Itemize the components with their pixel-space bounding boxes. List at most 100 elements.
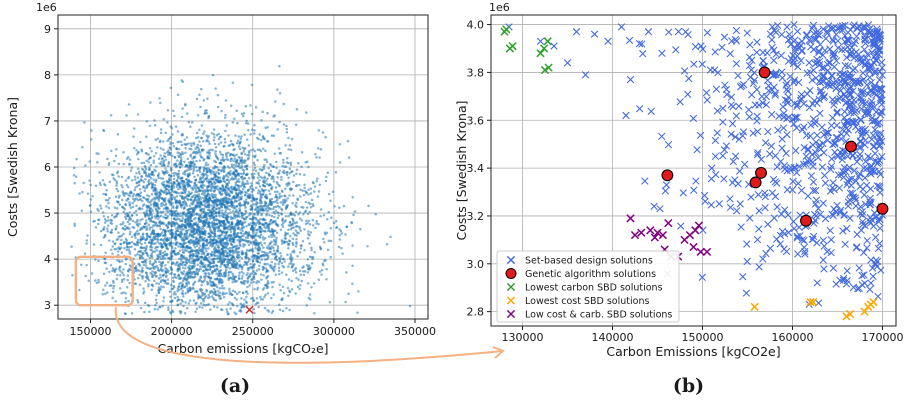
data-point bbox=[265, 277, 268, 280]
data-point bbox=[243, 161, 246, 165]
data-point bbox=[103, 233, 107, 237]
data-point bbox=[311, 224, 315, 227]
data-point bbox=[108, 239, 111, 242]
data-point bbox=[195, 307, 199, 311]
data-point bbox=[228, 287, 231, 290]
data-point bbox=[202, 168, 206, 171]
data-point bbox=[305, 191, 308, 194]
data-point bbox=[294, 229, 298, 232]
data-point bbox=[233, 225, 237, 229]
data-point bbox=[205, 138, 209, 142]
data-point bbox=[213, 223, 216, 227]
data-point bbox=[226, 178, 229, 181]
data-point bbox=[106, 227, 109, 230]
data-point bbox=[199, 249, 202, 253]
data-point bbox=[124, 296, 128, 300]
data-point bbox=[268, 183, 271, 187]
data-point bbox=[244, 206, 247, 209]
data-point bbox=[264, 188, 267, 192]
data-point bbox=[154, 303, 157, 307]
data-point bbox=[245, 167, 248, 170]
data-point bbox=[166, 252, 169, 256]
data-point bbox=[176, 233, 179, 237]
data-point bbox=[139, 235, 143, 239]
data-point bbox=[176, 299, 179, 303]
data-point bbox=[158, 224, 162, 228]
data-point bbox=[148, 166, 151, 170]
data-point bbox=[107, 162, 111, 165]
data-point bbox=[221, 250, 225, 253]
data-point bbox=[252, 199, 255, 202]
data-point bbox=[274, 196, 277, 199]
data-point bbox=[120, 184, 123, 187]
data-point bbox=[141, 252, 145, 255]
data-point bbox=[229, 230, 233, 234]
data-point bbox=[307, 268, 311, 271]
data-point bbox=[247, 176, 251, 180]
data-point bbox=[101, 293, 104, 296]
data-point bbox=[209, 234, 212, 237]
data-point bbox=[178, 185, 182, 188]
data-point bbox=[242, 171, 246, 175]
data-point bbox=[285, 130, 289, 134]
data-point bbox=[240, 191, 244, 194]
data-point bbox=[244, 198, 248, 201]
data-point bbox=[309, 205, 313, 209]
data-point bbox=[136, 242, 140, 245]
data-point bbox=[172, 177, 176, 181]
data-point bbox=[148, 262, 152, 265]
data-point bbox=[285, 161, 289, 164]
data-point bbox=[176, 304, 179, 307]
data-point bbox=[191, 265, 194, 268]
data-point bbox=[284, 165, 288, 169]
data-point bbox=[110, 149, 113, 153]
data-point bbox=[298, 217, 302, 220]
data-point bbox=[313, 250, 316, 254]
data-point bbox=[280, 271, 284, 274]
data-point bbox=[186, 258, 189, 262]
data-point bbox=[306, 212, 310, 216]
data-point bbox=[152, 203, 156, 206]
data-point bbox=[187, 220, 190, 223]
data-point bbox=[187, 211, 190, 214]
data-point bbox=[257, 234, 260, 238]
data-point bbox=[154, 151, 158, 155]
data-point bbox=[81, 190, 84, 194]
data-point bbox=[277, 171, 281, 175]
data-point bbox=[229, 257, 233, 261]
data-point bbox=[257, 246, 261, 249]
data-point bbox=[148, 214, 151, 217]
data-point bbox=[208, 211, 212, 214]
data-point bbox=[159, 162, 163, 166]
data-point bbox=[329, 199, 332, 202]
data-point bbox=[224, 210, 227, 214]
data-point bbox=[163, 152, 167, 155]
data-point bbox=[347, 292, 350, 295]
data-point bbox=[272, 269, 276, 273]
data-point bbox=[166, 171, 169, 174]
data-point bbox=[125, 239, 129, 242]
data-point bbox=[225, 182, 229, 186]
data-point bbox=[125, 183, 129, 187]
data-point bbox=[133, 247, 137, 251]
data-point bbox=[288, 239, 292, 243]
data-point bbox=[228, 225, 231, 228]
data-point bbox=[211, 238, 214, 242]
data-point bbox=[138, 273, 141, 277]
data-point bbox=[178, 214, 182, 218]
data-point bbox=[214, 175, 218, 179]
data-point bbox=[144, 280, 147, 283]
data-point bbox=[202, 269, 205, 273]
data-point bbox=[272, 281, 275, 284]
data-point bbox=[94, 184, 98, 187]
data-point bbox=[155, 264, 158, 268]
data-point bbox=[161, 183, 165, 187]
data-point bbox=[305, 111, 308, 114]
data-point bbox=[305, 304, 308, 307]
data-point bbox=[150, 215, 154, 219]
data-point bbox=[210, 250, 214, 254]
data-point bbox=[244, 121, 248, 125]
data-point bbox=[179, 212, 183, 215]
data-point bbox=[216, 179, 219, 182]
data-point bbox=[138, 264, 142, 268]
